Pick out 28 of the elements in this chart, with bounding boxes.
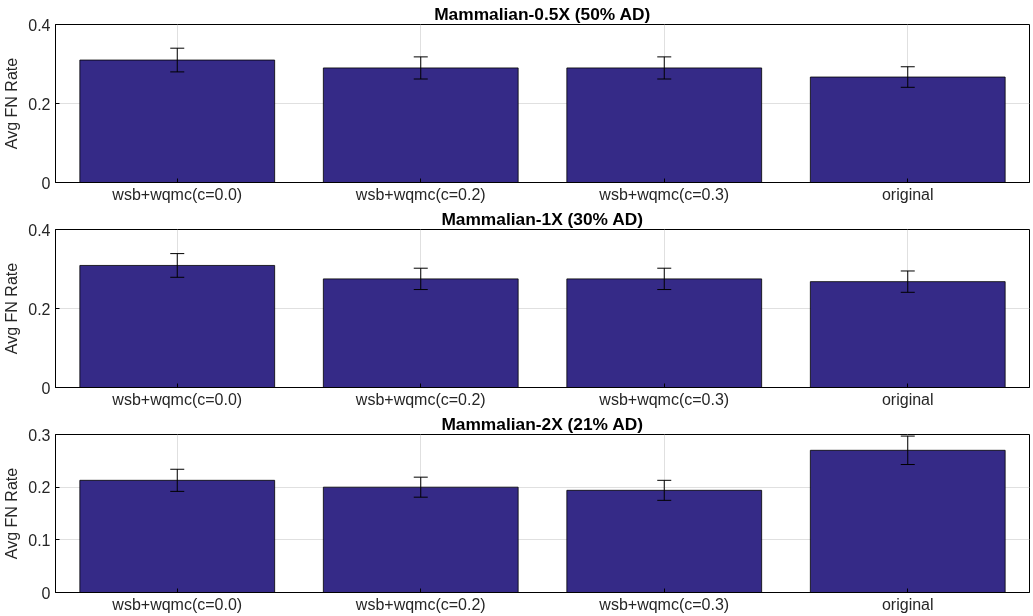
x-tick-label: original: [881, 390, 934, 408]
y-tick-label: 0: [41, 379, 51, 397]
x-tick-label: wsb+wqmc(c=0.3): [598, 595, 730, 613]
x-tick-label: original: [881, 595, 934, 613]
chart-title: Mammalian-1X (30% AD): [441, 208, 643, 229]
x-tick-label: original: [881, 185, 934, 203]
x-tick-label: wsb+wqmc(c=0.2): [354, 595, 486, 613]
y-axis-title: Avg FN Rate: [3, 467, 21, 560]
chart-title: Mammalian-0.5X (50% AD): [434, 3, 651, 24]
y-tick-label: 0.2: [28, 300, 51, 318]
y-tick-label: 0.1: [28, 531, 51, 549]
y-axis-title: Avg FN Rate: [3, 262, 21, 355]
y-tick-label: 0.2: [28, 479, 51, 497]
y-tick-label: 0: [41, 584, 51, 602]
x-tick-label: wsb+wqmc(c=0.0): [111, 390, 243, 408]
x-tick-label: wsb+wqmc(c=0.0): [111, 595, 243, 613]
y-tick-label: 0.4: [28, 221, 51, 239]
y-tick-label: 0: [41, 174, 51, 192]
y-tick-label: 0.4: [28, 16, 51, 34]
x-tick-label: wsb+wqmc(c=0.2): [354, 390, 486, 408]
y-axis-title: Avg FN Rate: [3, 57, 21, 150]
y-tick-label: 0.2: [28, 95, 51, 113]
chart-title: Mammalian-2X (21% AD): [441, 413, 643, 434]
x-tick-label: wsb+wqmc(c=0.3): [598, 390, 730, 408]
y-tick-label: 0.3: [28, 426, 51, 444]
x-tick-label: wsb+wqmc(c=0.3): [598, 185, 730, 203]
x-tick-label: wsb+wqmc(c=0.0): [111, 185, 243, 203]
x-tick-label: wsb+wqmc(c=0.2): [354, 185, 486, 203]
